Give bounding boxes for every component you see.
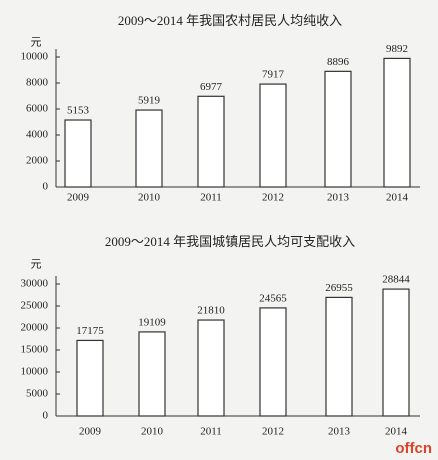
y-tick-label: 6000 [26, 103, 49, 115]
bar [383, 57, 411, 188]
x-tick-label: 2009 [79, 426, 102, 438]
bar [325, 296, 353, 417]
bar [76, 339, 104, 417]
y-tick-label: 30000 [21, 278, 49, 290]
y-axis-unit: 元 [31, 259, 42, 271]
bar [324, 70, 352, 188]
y-tick-label: 0 [43, 410, 49, 422]
y-axis-unit: 元 [31, 37, 42, 49]
value-label: 17175 [76, 325, 104, 337]
value-label: 8896 [327, 56, 350, 68]
x-tick-label: 2014 [386, 192, 409, 204]
y-tick-label: 20000 [21, 322, 49, 334]
bar [64, 119, 92, 188]
bar [382, 288, 410, 417]
value-label: 21810 [197, 305, 225, 317]
x-tick-label: 2012 [262, 426, 284, 438]
value-label: 7917 [262, 69, 285, 81]
y-tick-label: 0 [43, 181, 49, 193]
bar [135, 109, 163, 188]
bar [138, 331, 166, 417]
y-tick-label: 4000 [26, 129, 49, 141]
bar [197, 95, 225, 188]
value-label: 24565 [259, 292, 287, 304]
bar [197, 319, 225, 417]
value-label: 5919 [138, 95, 161, 107]
x-tick-label: 2013 [328, 426, 351, 438]
bar [259, 83, 287, 188]
x-tick-label: 2009 [67, 192, 90, 204]
x-tick-label: 2011 [200, 426, 222, 438]
y-tick-label: 10000 [21, 51, 49, 63]
y-tick-label: 10000 [21, 366, 49, 378]
y-tick-label: 8000 [26, 77, 49, 89]
x-tick-label: 2011 [200, 192, 222, 204]
x-tick-label: 2010 [138, 192, 161, 204]
x-tick-label: 2014 [385, 426, 408, 438]
y-tick-label: 15000 [21, 344, 49, 356]
x-tick-label: 2012 [262, 192, 284, 204]
x-tick-label: 2013 [327, 192, 350, 204]
value-label: 28844 [382, 274, 410, 286]
y-tick-label: 5000 [26, 388, 49, 400]
value-label: 5153 [67, 105, 90, 117]
y-tick-label: 2000 [26, 155, 49, 167]
chart-title: 2009～2014 年我国城镇居民人均可支配收入 [105, 234, 355, 249]
watermark: offcn [395, 440, 432, 457]
value-label: 26955 [325, 282, 353, 294]
x-tick-label: 2010 [141, 426, 164, 438]
value-label: 6977 [200, 81, 223, 93]
chart-title: 2009～2014 年我国农村居民人均纯收入 [118, 13, 342, 28]
y-tick-label: 25000 [21, 300, 49, 312]
value-label: 19109 [138, 316, 166, 328]
value-label: 9892 [386, 43, 408, 55]
bar [259, 307, 287, 417]
